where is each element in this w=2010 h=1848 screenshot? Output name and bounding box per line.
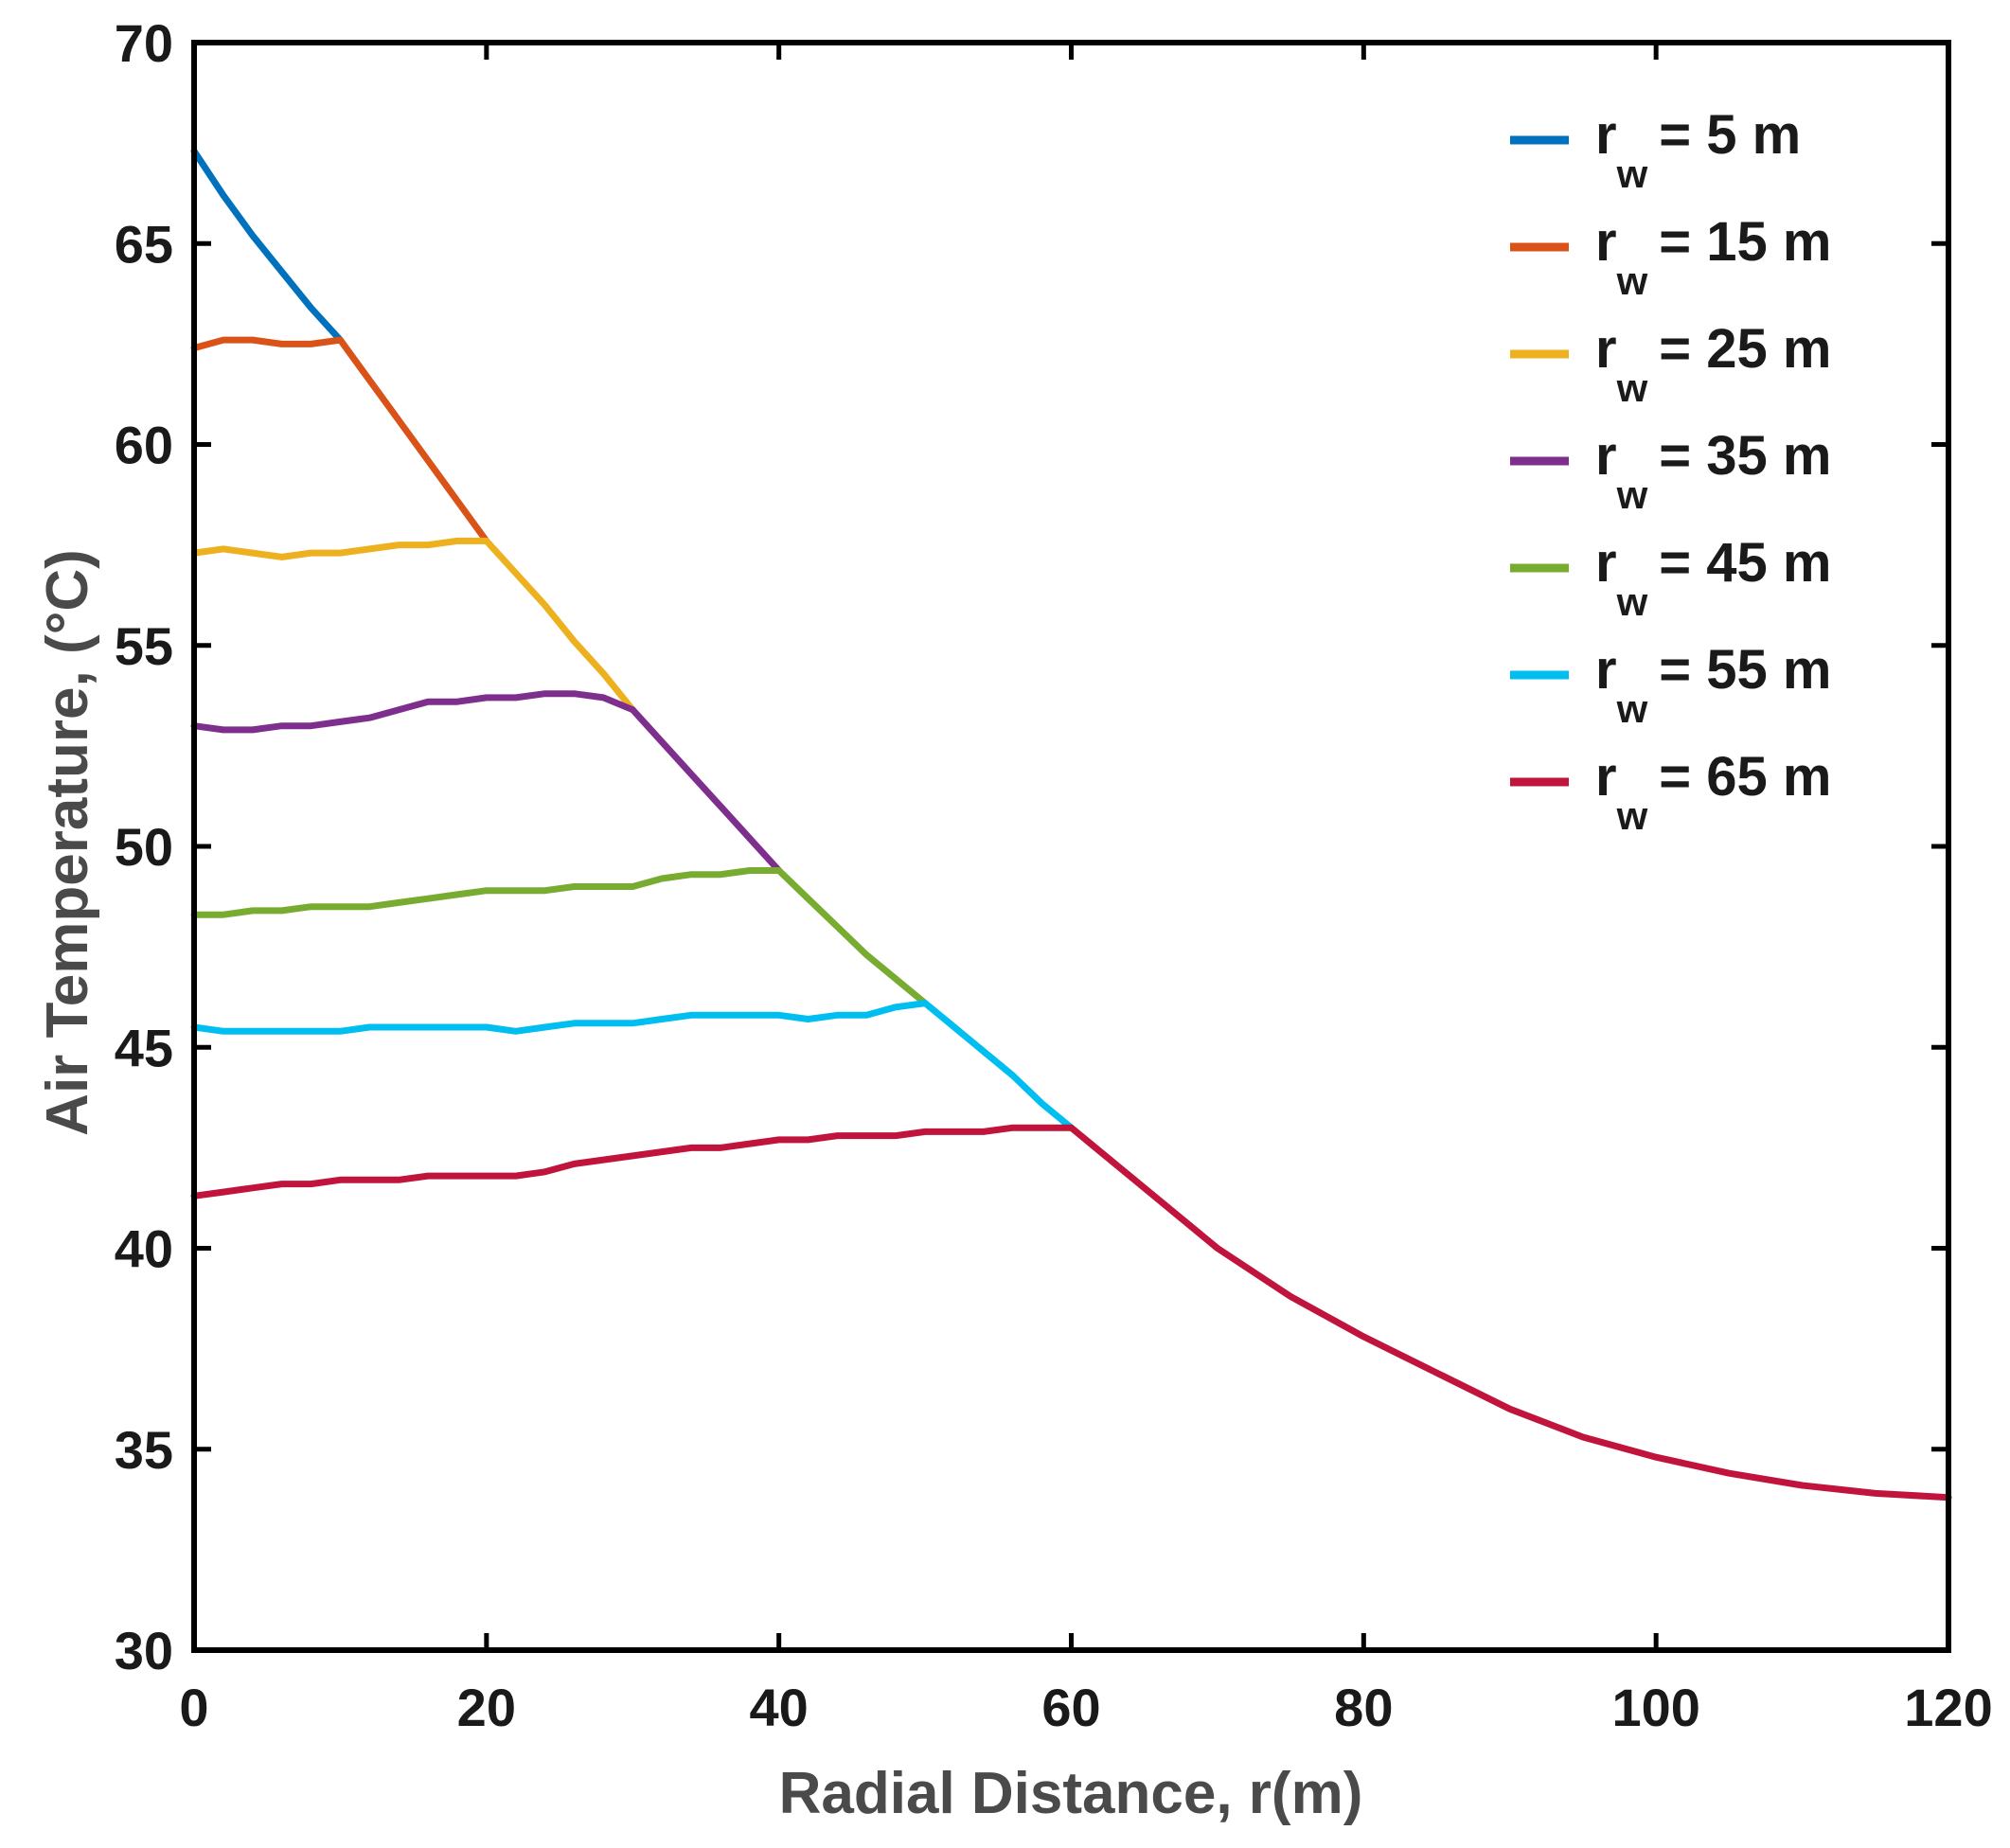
y-tick-label: 65 bbox=[115, 214, 173, 274]
x-tick-label: 20 bbox=[457, 1678, 516, 1737]
y-tick-label: 45 bbox=[115, 1018, 173, 1077]
series-line-7 bbox=[190, 1124, 1952, 1502]
y-tick-label: 50 bbox=[115, 817, 173, 877]
x-tick-label: 0 bbox=[179, 1678, 208, 1737]
y-tick-label: 30 bbox=[115, 1621, 173, 1680]
x-tick-label: 60 bbox=[1041, 1678, 1100, 1737]
legend-label-7: rw= 65 m bbox=[1595, 746, 1831, 838]
y-tick-label: 60 bbox=[115, 416, 173, 475]
legend: rw= 5 m rw= 15 m rw= 25 m rw= 35 m rw= 45 m r… bbox=[1510, 104, 1831, 838]
series-line-5 bbox=[190, 867, 929, 1007]
y-axis-title: Air Temperature, (°C) bbox=[35, 549, 100, 1136]
x-tick-label: 120 bbox=[1904, 1678, 1992, 1737]
legend-label-4: rw= 35 m bbox=[1595, 425, 1831, 517]
plot-frame bbox=[191, 40, 1951, 1653]
x-tick-label: 80 bbox=[1334, 1678, 1393, 1737]
legend-label-2: rw= 15 m bbox=[1595, 211, 1831, 303]
legend-label-6: rw= 55 m bbox=[1595, 639, 1831, 731]
series-line-2 bbox=[190, 336, 490, 544]
legend-label-5: rw= 45 m bbox=[1595, 532, 1831, 624]
x-tick-label: 40 bbox=[750, 1678, 809, 1737]
y-tick-label: 35 bbox=[115, 1420, 173, 1480]
legend-label-3: rw= 25 m bbox=[1595, 318, 1831, 410]
x-tick-label: 100 bbox=[1611, 1678, 1699, 1737]
series-line-4 bbox=[190, 690, 783, 874]
y-tick-label: 40 bbox=[115, 1219, 173, 1279]
x-axis-title: Radial Distance, r(m) bbox=[779, 1761, 1363, 1826]
y-tick-label: 55 bbox=[115, 616, 173, 676]
y-tick-label: 70 bbox=[115, 13, 173, 73]
series-line-6 bbox=[190, 1000, 1075, 1131]
series-line-3 bbox=[190, 537, 636, 714]
series-line-1 bbox=[190, 148, 344, 344]
legend-label-1: rw= 5 m bbox=[1595, 104, 1801, 196]
